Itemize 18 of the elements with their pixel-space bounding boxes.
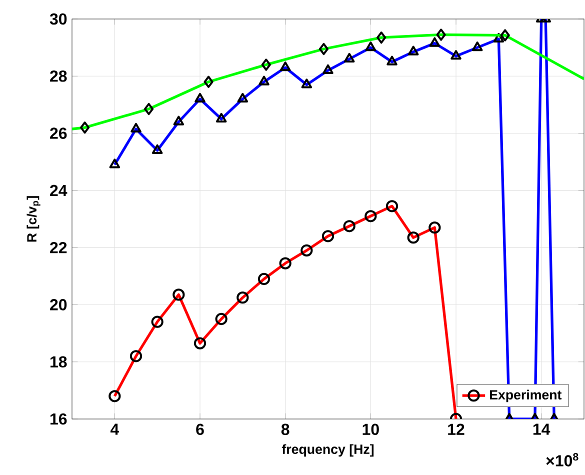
y-tick-label: 28 (50, 70, 67, 82)
y-axis-title: R [c/v$_{p}$] (26, 196, 40, 242)
x-axis-title: frequency [Hz] (282, 444, 374, 457)
x-tick-label: 8 (281, 424, 290, 436)
text: ×10$^{8}$ (546, 453, 578, 466)
y-tick-label: 20 (50, 299, 67, 310)
y-tick-label: 18 (50, 356, 67, 368)
y-tick-label: 16 (50, 413, 67, 425)
y-tick-label: 24 (50, 184, 68, 196)
x-tick-label: 14 (533, 424, 550, 435)
y-tick-label: 26 (50, 128, 67, 139)
x-tick-label: 10 (362, 424, 379, 436)
x-tick-label: 4 (110, 424, 120, 435)
x-tick-label: 12 (448, 424, 464, 435)
y-tick-label: 30 (50, 13, 67, 25)
legend-label: Experiment (490, 390, 562, 402)
y-tick-label: 22 (50, 242, 67, 254)
x-tick-label: 6 (196, 424, 204, 436)
